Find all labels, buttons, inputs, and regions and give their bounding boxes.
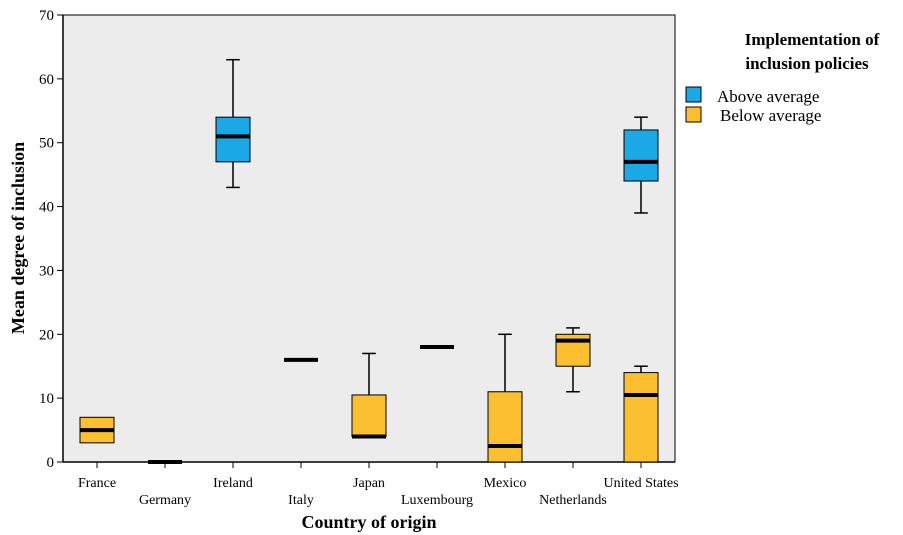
box-netherlands-below-average [555, 327, 591, 393]
y-tick-label: 0 [47, 455, 55, 471]
y-tick-label: 10 [39, 391, 54, 407]
x-tick-label-italy: Italy [288, 493, 314, 508]
legend-swatch-below-average [685, 106, 702, 123]
x-tick-label-united-states: United States [603, 476, 678, 491]
box-series [79, 58, 659, 464]
y-tick-label: 60 [39, 72, 54, 88]
x-axis-title: Country of origin [302, 512, 437, 532]
x-tick-label-ireland: Ireland [213, 476, 253, 491]
legend: Implementation of inclusion policies Abo… [685, 30, 880, 125]
legend-title-line1: Implementation of [745, 30, 880, 49]
y-tick-label: 40 [39, 200, 54, 216]
box-united-states-above-average [623, 116, 659, 214]
box-japan-below-average [351, 352, 387, 439]
x-tick-label-japan: Japan [353, 476, 385, 491]
legend-swatch-above-average [685, 86, 702, 103]
x-tick-label-netherlands: Netherlands [539, 493, 607, 508]
box-iqr [487, 391, 523, 463]
box-iqr [623, 372, 659, 463]
y-tick-label: 20 [39, 327, 54, 343]
y-tick-label: 30 [39, 263, 54, 279]
x-tick-label-germany: Germany [139, 493, 191, 508]
y-tick-label: 70 [39, 8, 54, 24]
x-tick-label-france: France [78, 476, 116, 491]
y-tick-label: 50 [39, 136, 54, 152]
box-iqr [215, 116, 251, 163]
x-tick-label-luxembourg: Luxembourg [401, 493, 473, 508]
y-axis: 0 10 20 30 40 50 60 70 [39, 8, 64, 471]
box-iqr [623, 129, 659, 182]
legend-title-line2: inclusion policies [745, 54, 869, 73]
box-france-below-average [79, 416, 115, 444]
y-axis-title: Mean degree of inclusion [8, 142, 28, 334]
box-united-states-below-average [623, 365, 659, 463]
box-ireland-above-average [215, 58, 251, 189]
legend-label-above-average: Above average [717, 87, 819, 106]
box-mexico-below-average [487, 333, 523, 463]
box-iqr [351, 394, 387, 437]
x-axis: France Germany Ireland Italy Japan Luxembourg… [63, 461, 679, 508]
x-tick-label-mexico: Mexico [484, 476, 527, 491]
legend-label-below-average: Below average [720, 106, 821, 125]
